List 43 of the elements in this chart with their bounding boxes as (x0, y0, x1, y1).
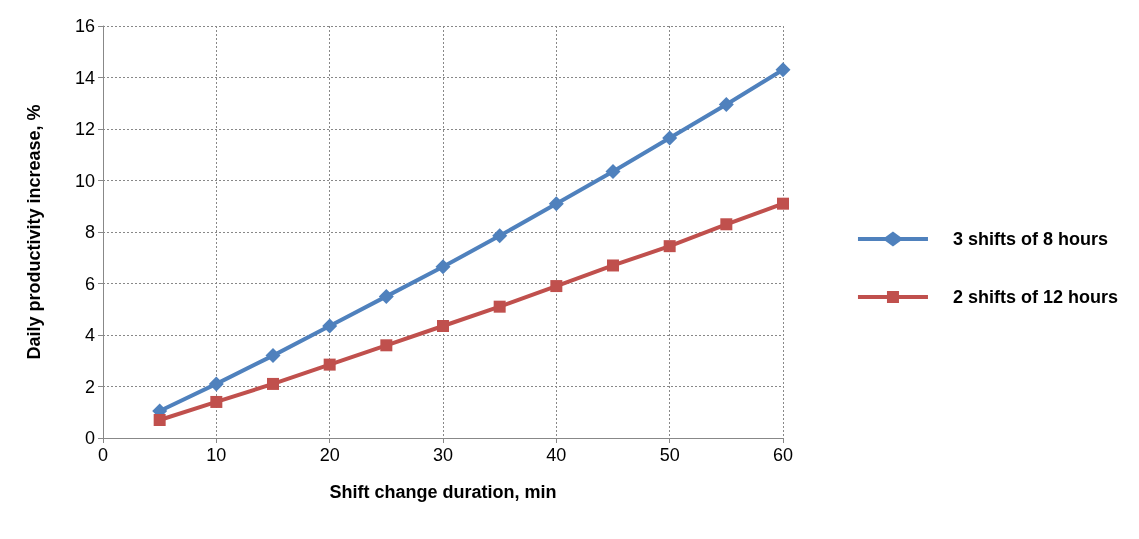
x-tick-label: 60 (772, 445, 794, 465)
point (437, 319, 449, 332)
x-tick-label: 50 (659, 445, 680, 465)
point (380, 339, 393, 352)
point (662, 130, 678, 146)
y-tick-label: 8 (84, 222, 95, 242)
point (493, 300, 506, 313)
point (605, 163, 621, 179)
y-tick-label: 2 (84, 376, 95, 397)
point (267, 377, 279, 390)
y-tick-label: 14 (74, 67, 95, 88)
y-axis-title: Daily productivity increase, % (24, 104, 44, 360)
point (777, 197, 789, 210)
point (492, 228, 508, 244)
y-tick-label: 4 (84, 325, 95, 345)
point (550, 280, 563, 293)
x-tick-label: 40 (546, 445, 567, 465)
legend-label: 2 shifts of 12 hours (952, 287, 1119, 307)
y-tick-label: 12 (74, 119, 95, 139)
y-tick-label: 16 (74, 16, 95, 36)
x-tick-label: 0 (97, 445, 109, 465)
x-tick-label: 10 (206, 445, 227, 465)
point (378, 288, 394, 304)
point (720, 218, 733, 231)
y-tick-label: 10 (74, 170, 95, 191)
point (153, 413, 166, 426)
point (607, 259, 619, 272)
point (435, 259, 451, 275)
x-axis-title: Shift change duration, min (329, 482, 557, 502)
y-tick-label: 6 (84, 273, 95, 294)
legend-label: 3 shifts of 8 hours (952, 229, 1108, 249)
point (323, 358, 336, 371)
point (548, 196, 564, 212)
x-tick-label: 30 (432, 445, 454, 465)
x-tick-label: 20 (319, 445, 340, 465)
point (775, 62, 791, 78)
point (208, 376, 224, 392)
point (718, 97, 734, 113)
point (210, 395, 223, 408)
point (265, 348, 281, 364)
point (322, 318, 338, 334)
y-tick-label: 0 (84, 428, 95, 448)
point (663, 240, 676, 253)
